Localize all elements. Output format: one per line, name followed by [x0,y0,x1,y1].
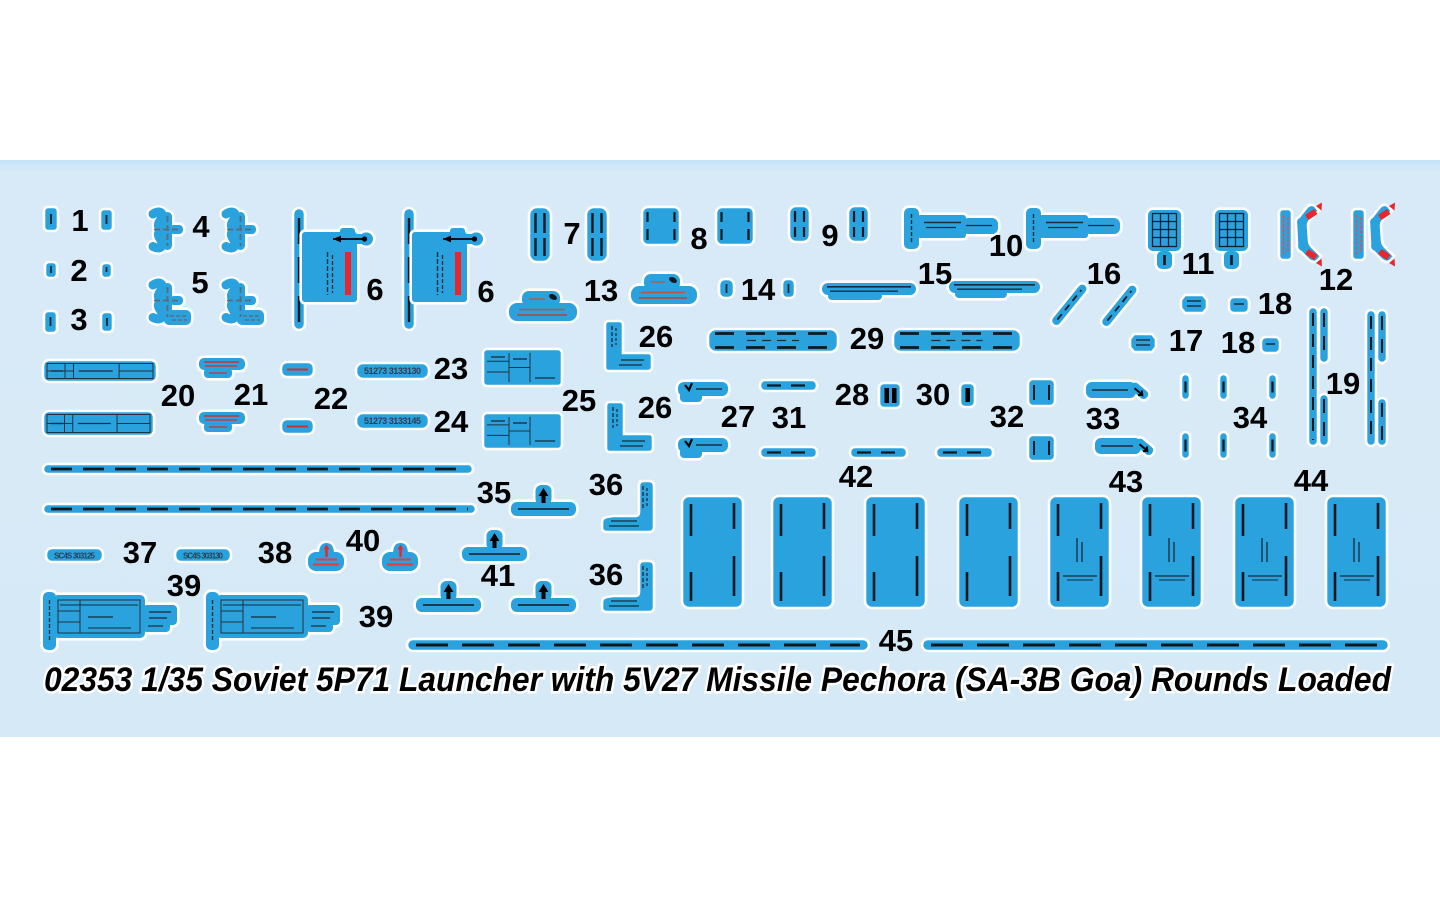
svg-text:12: 12 [1319,262,1353,297]
svg-text:38: 38 [258,535,292,570]
svg-text:43: 43 [1109,464,1143,499]
svg-text:29: 29 [850,321,884,356]
svg-text:SC4S 303130: SC4S 303130 [183,551,224,560]
svg-text:6: 6 [477,274,494,309]
svg-text:27: 27 [721,399,755,434]
svg-text:17: 17 [1169,323,1203,358]
svg-text:51273 3133130: 51273 3133130 [364,366,421,376]
svg-text:16: 16 [1087,256,1121,291]
svg-text:13: 13 [584,273,618,308]
svg-text:1: 1 [71,203,88,238]
svg-text:39: 39 [359,599,393,634]
svg-text:3: 3 [70,302,87,337]
svg-text:SC4S 303125: SC4S 303125 [54,551,96,560]
svg-text:8: 8 [690,221,707,256]
svg-text:31: 31 [772,400,806,435]
svg-text:10: 10 [989,228,1023,263]
svg-text:22: 22 [314,381,348,416]
svg-text:36: 36 [589,467,623,502]
svg-text:4: 4 [192,209,210,244]
svg-text:2: 2 [70,253,87,288]
svg-text:28: 28 [835,377,869,412]
svg-text:30: 30 [916,377,950,412]
svg-text:20: 20 [161,378,195,413]
svg-text:6: 6 [366,272,383,307]
svg-text:36: 36 [589,557,623,592]
svg-text:39: 39 [167,568,201,603]
svg-text:37: 37 [123,535,157,570]
svg-text:35: 35 [477,475,511,510]
svg-text:51273 3133145: 51273 3133145 [364,416,421,426]
svg-text:21: 21 [234,377,268,412]
svg-text:33: 33 [1086,401,1120,436]
svg-text:41: 41 [481,558,515,593]
svg-text:15: 15 [918,256,952,291]
svg-text:23: 23 [434,351,468,386]
svg-text:25: 25 [562,383,596,418]
svg-text:45: 45 [879,623,913,658]
svg-text:19: 19 [1326,366,1360,401]
svg-text:44: 44 [1294,463,1329,498]
svg-text:26: 26 [639,319,673,354]
svg-text:18: 18 [1258,286,1292,321]
svg-text:40: 40 [346,523,380,558]
svg-text:34: 34 [1233,400,1268,435]
svg-text:02353 1/35 Soviet 5P71 Launch: 02353 1/35 Soviet 5P71 Launcher with 5V2… [44,661,1392,699]
svg-text:5: 5 [191,265,208,300]
svg-text:14: 14 [741,272,776,307]
svg-text:11: 11 [1182,246,1215,281]
svg-text:32: 32 [990,399,1024,434]
svg-text:24: 24 [434,404,469,439]
svg-text:9: 9 [821,218,838,253]
svg-text:42: 42 [839,459,873,494]
svg-text:26: 26 [638,390,672,425]
svg-text:7: 7 [563,216,580,251]
svg-text:18: 18 [1221,325,1255,360]
